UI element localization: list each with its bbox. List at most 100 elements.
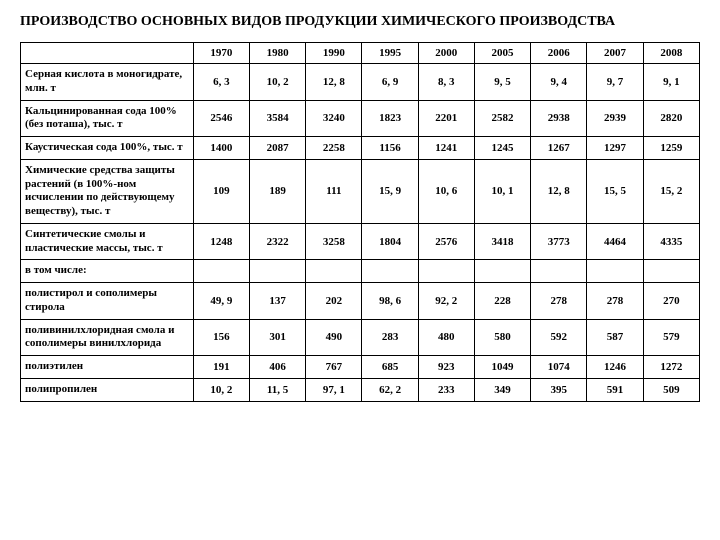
cell-value: 490 — [306, 319, 362, 356]
cell-value: 3418 — [474, 223, 530, 260]
cell-value: 349 — [474, 378, 530, 401]
cell-value: 98, 6 — [362, 283, 418, 320]
cell-value: 1400 — [193, 137, 249, 160]
cell-value — [193, 260, 249, 283]
cell-value: 1049 — [474, 356, 530, 379]
cell-value: 12, 8 — [531, 159, 587, 223]
cell-value: 97, 1 — [306, 378, 362, 401]
cell-value: 1074 — [531, 356, 587, 379]
cell-value: 6, 9 — [362, 64, 418, 101]
table-row: Химические средства защиты растений (в 1… — [21, 159, 700, 223]
table-row: полистирол и сополимеры стирола49, 91372… — [21, 283, 700, 320]
col-header: 2006 — [531, 43, 587, 64]
cell-value: 592 — [531, 319, 587, 356]
cell-value: 4335 — [643, 223, 699, 260]
cell-value: 15, 9 — [362, 159, 418, 223]
col-header: 1990 — [306, 43, 362, 64]
cell-value: 2938 — [531, 100, 587, 137]
header-blank — [21, 43, 194, 64]
cell-value: 2546 — [193, 100, 249, 137]
cell-value: 191 — [193, 356, 249, 379]
cell-value: 9, 4 — [531, 64, 587, 101]
cell-value: 228 — [474, 283, 530, 320]
cell-value: 1245 — [474, 137, 530, 160]
cell-value: 2820 — [643, 100, 699, 137]
cell-value: 3258 — [306, 223, 362, 260]
table-row: Синтетические смолы и пластические массы… — [21, 223, 700, 260]
row-label: поливинилхлоридная смола и сополимеры ви… — [21, 319, 194, 356]
table-row: Каустическая сода 100%, тыс. т1400208722… — [21, 137, 700, 160]
cell-value: 1804 — [362, 223, 418, 260]
page-title: ПРОИЗВОДСТВО ОСНОВНЫХ ВИДОВ ПРОДУКЦИИ ХИ… — [20, 14, 700, 30]
cell-value: 2939 — [587, 100, 643, 137]
cell-value: 1248 — [193, 223, 249, 260]
cell-value: 109 — [193, 159, 249, 223]
row-label: Синтетические смолы и пластические массы… — [21, 223, 194, 260]
row-label: Каустическая сода 100%, тыс. т — [21, 137, 194, 160]
cell-value: 9, 7 — [587, 64, 643, 101]
cell-value: 480 — [418, 319, 474, 356]
col-header: 2008 — [643, 43, 699, 64]
cell-value: 111 — [306, 159, 362, 223]
cell-value: 2201 — [418, 100, 474, 137]
cell-value: 92, 2 — [418, 283, 474, 320]
cell-value: 2576 — [418, 223, 474, 260]
cell-value: 11, 5 — [249, 378, 305, 401]
cell-value: 1272 — [643, 356, 699, 379]
cell-value: 1241 — [418, 137, 474, 160]
cell-value: 202 — [306, 283, 362, 320]
table-row: полипропилен10, 211, 597, 162, 223334939… — [21, 378, 700, 401]
cell-value: 137 — [249, 283, 305, 320]
row-label: Кальцинированная сода 100% (без поташа),… — [21, 100, 194, 137]
table-row: полиэтилен191406767685923104910741246127… — [21, 356, 700, 379]
cell-value: 2582 — [474, 100, 530, 137]
cell-value: 579 — [643, 319, 699, 356]
col-header: 1995 — [362, 43, 418, 64]
cell-value: 283 — [362, 319, 418, 356]
table-row: поливинилхлоридная смола и сополимеры ви… — [21, 319, 700, 356]
cell-value: 591 — [587, 378, 643, 401]
table-row: Серная кислота в моногидрате, млн. т6, 3… — [21, 64, 700, 101]
col-header: 2000 — [418, 43, 474, 64]
cell-value: 278 — [531, 283, 587, 320]
cell-value: 1246 — [587, 356, 643, 379]
col-header: 2007 — [587, 43, 643, 64]
cell-value: 1823 — [362, 100, 418, 137]
cell-value: 9, 5 — [474, 64, 530, 101]
col-header: 1980 — [249, 43, 305, 64]
cell-value — [362, 260, 418, 283]
row-label: в том числе: — [21, 260, 194, 283]
cell-value — [418, 260, 474, 283]
cell-value: 509 — [643, 378, 699, 401]
cell-value — [587, 260, 643, 283]
cell-value: 2258 — [306, 137, 362, 160]
cell-value — [306, 260, 362, 283]
cell-value: 923 — [418, 356, 474, 379]
cell-value: 62, 2 — [362, 378, 418, 401]
cell-value: 3773 — [531, 223, 587, 260]
cell-value: 9, 1 — [643, 64, 699, 101]
row-label: полиэтилен — [21, 356, 194, 379]
table-row: Кальцинированная сода 100% (без поташа),… — [21, 100, 700, 137]
cell-value: 15, 2 — [643, 159, 699, 223]
cell-value: 587 — [587, 319, 643, 356]
cell-value: 1297 — [587, 137, 643, 160]
cell-value: 395 — [531, 378, 587, 401]
cell-value: 10, 2 — [193, 378, 249, 401]
cell-value: 2322 — [249, 223, 305, 260]
row-label: полипропилен — [21, 378, 194, 401]
cell-value: 270 — [643, 283, 699, 320]
col-header: 1970 — [193, 43, 249, 64]
cell-value: 12, 8 — [306, 64, 362, 101]
cell-value — [474, 260, 530, 283]
cell-value: 3240 — [306, 100, 362, 137]
cell-value: 1267 — [531, 137, 587, 160]
cell-value: 767 — [306, 356, 362, 379]
cell-value: 10, 1 — [474, 159, 530, 223]
cell-value: 8, 3 — [418, 64, 474, 101]
cell-value: 10, 2 — [249, 64, 305, 101]
cell-value: 189 — [249, 159, 305, 223]
cell-value — [249, 260, 305, 283]
row-label: Химические средства защиты растений (в 1… — [21, 159, 194, 223]
table-body: Серная кислота в моногидрате, млн. т6, 3… — [21, 64, 700, 402]
